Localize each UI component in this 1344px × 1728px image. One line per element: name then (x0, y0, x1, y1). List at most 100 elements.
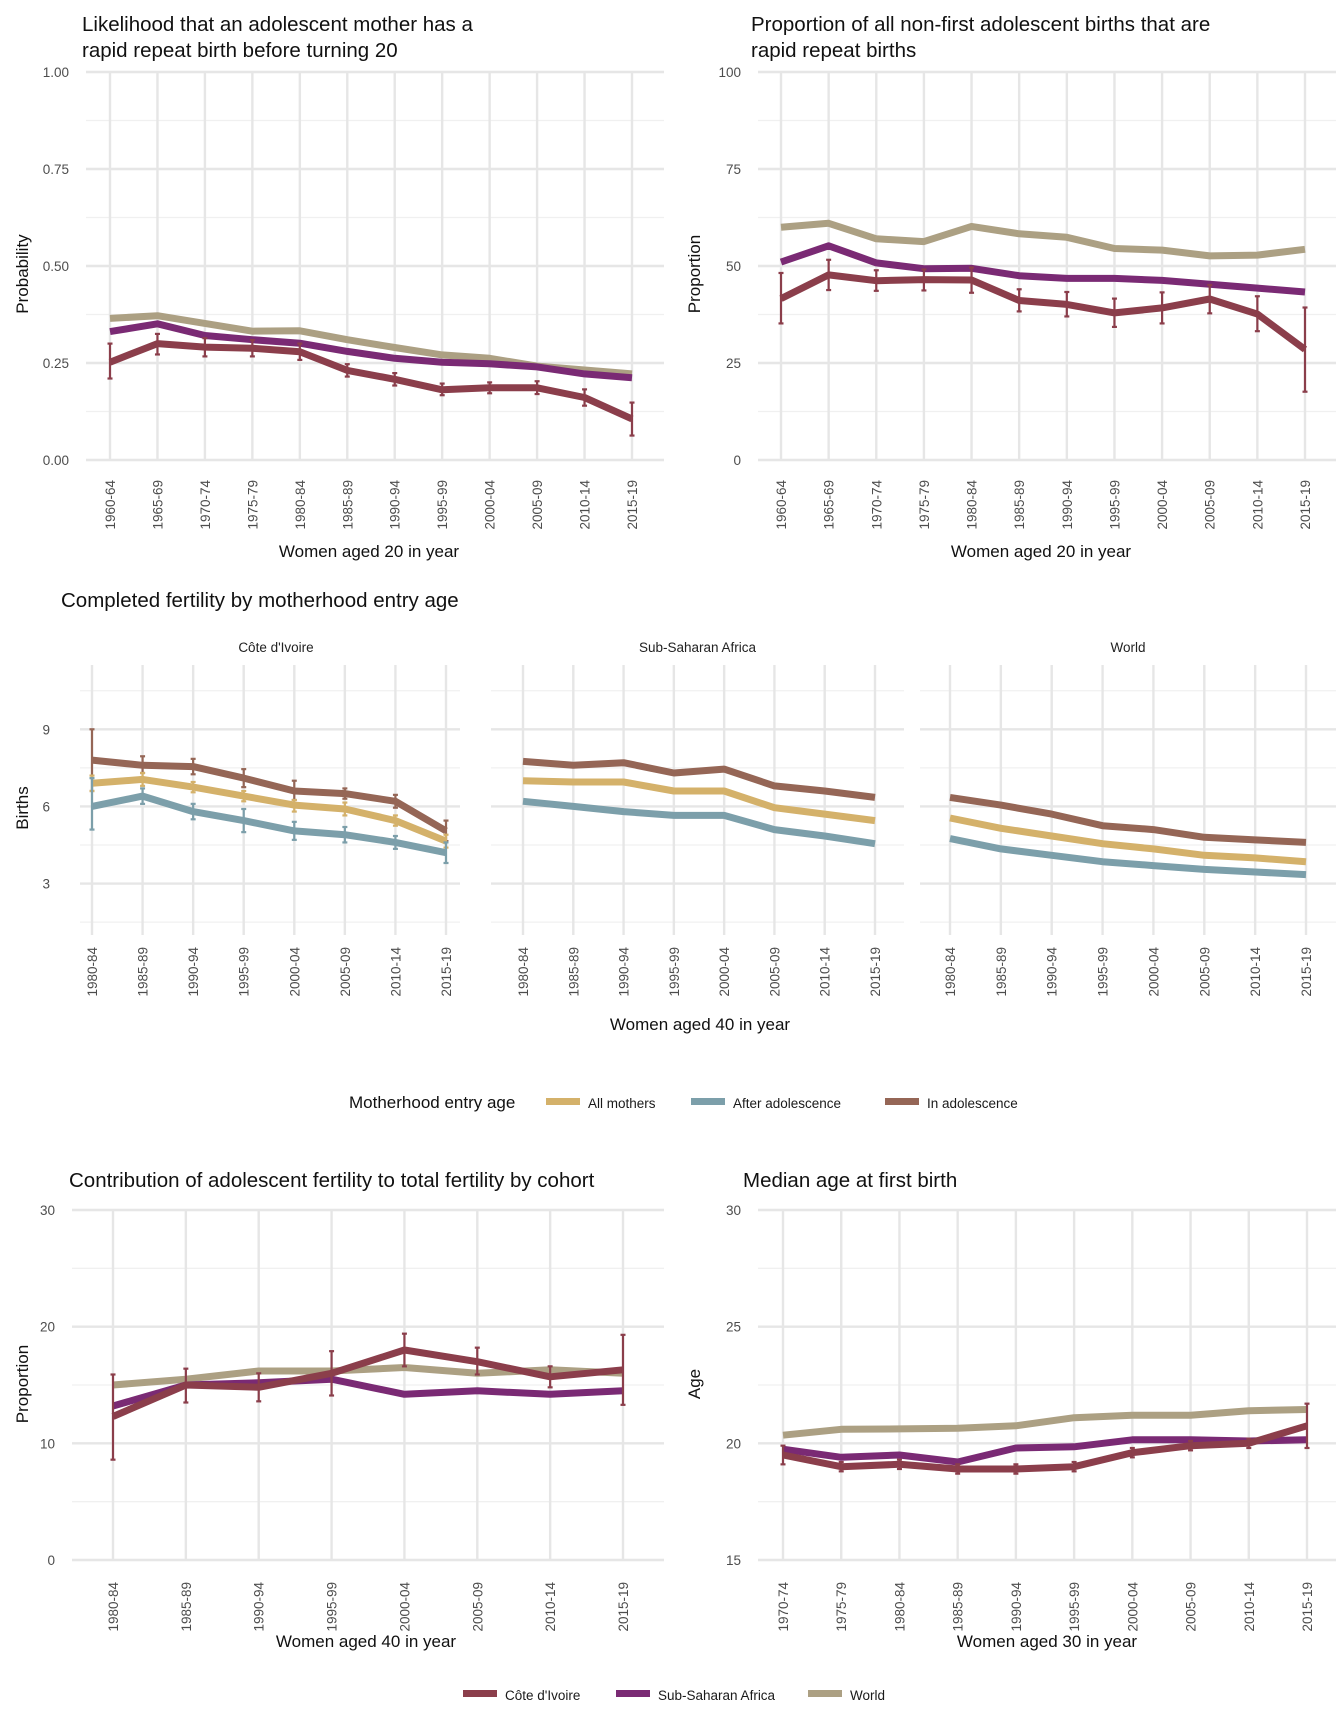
legend-swatch (546, 1098, 580, 1105)
y-tick-label: 15 (726, 1553, 741, 1568)
x-tick-label: 1965-69 (822, 480, 837, 530)
panel-title: Contribution of adolescent fertility to … (69, 1169, 595, 1192)
x-axis-label: Women aged 20 in year (951, 542, 1132, 561)
y-tick-label: 0.50 (43, 259, 69, 274)
x-tick-label: 2000-04 (483, 480, 498, 530)
x-tick-label: 1970-74 (198, 480, 213, 530)
panel-title-line: Likelihood that an adolescent mother has… (82, 13, 474, 36)
x-tick-label: 2015-19 (1299, 947, 1314, 997)
x-tick-label: 1975-79 (834, 1582, 849, 1632)
x-tick-label: 1995-99 (667, 947, 682, 997)
y-tick-label: 75 (726, 162, 741, 177)
y-tick-label: 0.25 (43, 356, 69, 371)
facet: World 1980-84 1985-89 1990-94 1995-99 2000-04… (920, 640, 1336, 997)
x-tick-label: 2015-19 (868, 947, 883, 997)
legend-swatch (616, 1690, 650, 1697)
x-tick-label: 1980-84 (293, 480, 308, 530)
series-line-sub-saharan-africa (779, 242, 1306, 296)
y-tick-label: 10 (40, 1436, 55, 1451)
x-tick-label: 1995-99 (1067, 1582, 1082, 1632)
facet-title: World (1110, 640, 1145, 655)
x-tick-label: 1980-84 (943, 947, 958, 997)
x-tick-label: 2015-19 (439, 947, 454, 997)
series-line-world (782, 1406, 1308, 1439)
panel-title: Completed fertility by motherhood entry … (61, 589, 459, 612)
x-tick-label: 1990-94 (1060, 480, 1075, 530)
legend-item-label: Sub-Saharan Africa (658, 1688, 776, 1703)
y-axis-label: Proportion (13, 1345, 32, 1423)
x-tick-label: 1985-89 (951, 1582, 966, 1632)
legend-region: Côte d'Ivoire Sub-Saharan Africa World (463, 1688, 885, 1703)
x-tick-label: 1990-94 (186, 947, 201, 997)
x-tick-label: 2015-19 (1298, 480, 1313, 530)
y-tick-label: 0 (47, 1553, 55, 1568)
x-tick-label: 2010-14 (388, 947, 403, 997)
x-tick-label: 2005-09 (1197, 947, 1212, 997)
series-line-c-te-d-ivoire (111, 1346, 624, 1420)
x-tick-label: 1990-94 (252, 1582, 267, 1632)
x-tick-label: 1970-74 (869, 480, 884, 530)
x-tick-label: 1990-94 (388, 480, 403, 530)
x-tick-label: 2015-19 (616, 1582, 631, 1632)
series-line-after-adolescence (91, 792, 447, 857)
series-line-in-adolescence (949, 793, 1307, 846)
series-line-c-te-d-ivoire (108, 340, 634, 423)
legend-swatch (808, 1690, 842, 1697)
x-tick-label: 2000-04 (1155, 480, 1170, 530)
legend-item-label: Côte d'Ivoire (505, 1688, 580, 1703)
x-tick-label: 1995-99 (1096, 947, 1111, 997)
legend-item-label: All mothers (588, 1096, 656, 1111)
series-line-world (780, 219, 1306, 260)
x-tick-label: 2005-09 (767, 947, 782, 997)
x-tick-label: 1965-69 (150, 480, 165, 530)
x-axis-label: Women aged 30 in year (957, 1632, 1138, 1651)
x-tick-label: 2000-04 (1125, 1582, 1140, 1632)
y-tick-label: 20 (40, 1320, 55, 1335)
series-line-after-adolescence (949, 835, 1307, 879)
panel-title-line: rapid repeat birth before turning 20 (82, 39, 398, 62)
series-line-sub-saharan-africa (782, 1436, 1308, 1466)
facet: Sub-Saharan Africa 1980-84 1985-89 1990-94 1… (491, 640, 904, 997)
x-tick-label: 2000-04 (397, 1582, 412, 1632)
series-line-sub-saharan-africa (109, 320, 633, 382)
x-axis-label: Women aged 40 in year (276, 1632, 457, 1651)
x-tick-label: 2010-14 (543, 1582, 558, 1632)
y-tick-label: 1.00 (43, 65, 69, 80)
legend-item-label: After adolescence (733, 1096, 841, 1111)
legend-swatch (463, 1690, 497, 1697)
y-tick-label: 20 (726, 1436, 741, 1451)
y-tick-label: 100 (718, 65, 741, 80)
x-tick-label: 1980-84 (965, 480, 980, 530)
x-tick-label: 1990-94 (617, 947, 632, 997)
x-tick-label: 2010-14 (1248, 947, 1263, 997)
y-tick-label: 30 (40, 1203, 55, 1218)
x-tick-label: 2000-04 (1146, 947, 1161, 997)
x-tick-label: 2005-09 (1184, 1582, 1199, 1632)
y-tick-label: 50 (726, 259, 741, 274)
x-tick-label: 1995-99 (237, 947, 252, 997)
x-tick-label: 1980-84 (106, 1582, 121, 1632)
x-tick-label: 2010-14 (1250, 480, 1265, 530)
legend-motherhood-entry-age: Motherhood entry age All mothers After ado… (349, 1093, 1018, 1112)
panel-rapid-repeat-likelihood: Likelihood that an adolescent mother has… (13, 13, 664, 561)
x-tick-label: 1980-84 (85, 947, 100, 997)
legend-swatch (691, 1098, 725, 1105)
series-line-all-mothers (522, 777, 876, 825)
legend-title: Motherhood entry age (349, 1093, 515, 1112)
series-line-c-te-d-ivoire (782, 1422, 1309, 1473)
x-axis-label: Women aged 20 in year (279, 542, 460, 561)
legend-item-label: In adolescence (927, 1096, 1018, 1111)
panel-title-line: rapid repeat births (751, 39, 916, 62)
x-tick-label: 1985-89 (136, 947, 151, 997)
x-tick-label: 1960-64 (774, 480, 789, 530)
x-tick-label: 2005-09 (338, 947, 353, 997)
y-axis-label: Births (13, 786, 32, 829)
y-tick-label: 0 (733, 453, 741, 468)
y-tick-label: 3 (42, 877, 50, 892)
x-tick-label: 2010-14 (818, 947, 833, 997)
x-tick-label: 1985-89 (994, 947, 1009, 997)
x-tick-label: 1970-74 (776, 1582, 791, 1632)
x-tick-label: 1995-99 (1107, 480, 1122, 530)
x-tick-label: 2015-19 (1300, 1582, 1315, 1632)
